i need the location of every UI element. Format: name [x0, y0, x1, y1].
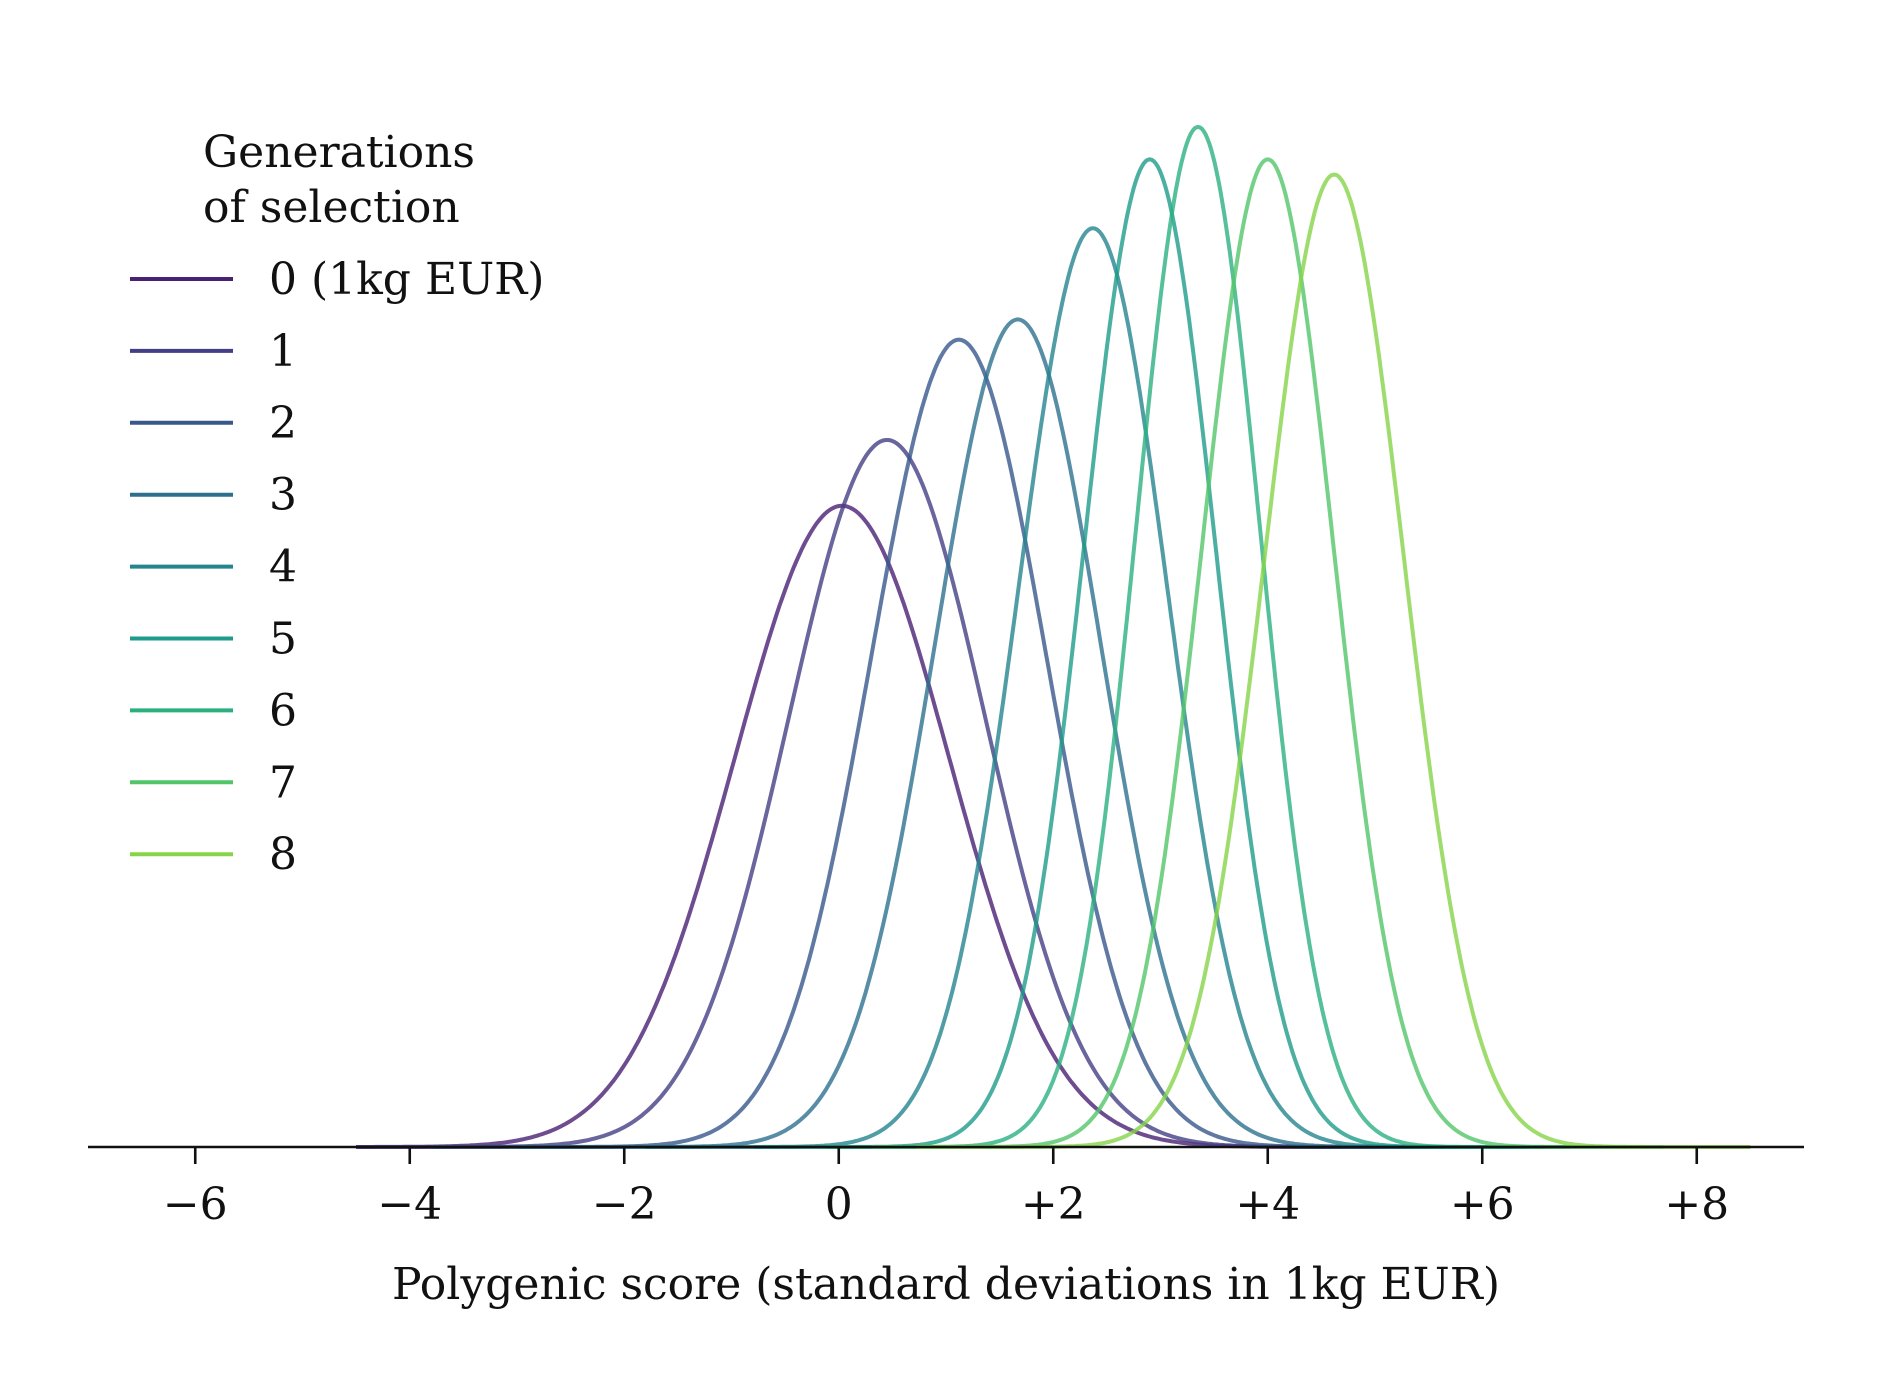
x-tick-label: +6 — [1450, 1179, 1515, 1230]
x-tick-label: −2 — [592, 1179, 657, 1230]
x-tick-label: −6 — [163, 1179, 228, 1230]
legend: Generations of selection 0 (1kg EUR) 1 2 3 4… — [130, 127, 544, 880]
legend-label-2: 2 — [269, 398, 297, 449]
legend-label-8: 8 — [269, 829, 297, 880]
legend-label-4: 4 — [269, 542, 297, 593]
legend-title-line-1: Generations — [203, 127, 475, 178]
series-curve-3 — [519, 317, 1517, 1149]
x-tick-label: +2 — [1021, 1179, 1086, 1230]
legend-label-6: 6 — [269, 685, 297, 736]
series-curve-7 — [872, 157, 1664, 1149]
legend-label-0: 0 (1kg EUR) — [269, 254, 544, 305]
legend-label-5: 5 — [269, 614, 297, 665]
series-curve-1 — [356, 438, 1478, 1149]
x-axis-ticks: −6 −4 −2 0 +2 +4 +6 +8 — [163, 1147, 1729, 1230]
x-axis-label: Polygenic score (standard deviations in … — [392, 1259, 1500, 1310]
x-tick-label: +8 — [1664, 1179, 1729, 1230]
x-tick-label: −4 — [377, 1179, 442, 1230]
x-tick-label: +4 — [1235, 1179, 1300, 1230]
series-curve-0 — [356, 503, 1486, 1149]
series-curve-4 — [645, 226, 1541, 1149]
legend-label-1: 1 — [269, 326, 297, 377]
legend-entries: 0 (1kg EUR) 1 2 3 4 5 6 7 8 — [130, 254, 544, 880]
series-curve-8 — [916, 172, 1751, 1149]
legend-title-line-2: of selection — [203, 182, 460, 233]
legend-label-7: 7 — [269, 757, 297, 808]
legend-label-3: 3 — [269, 470, 297, 521]
x-tick-label: 0 — [825, 1179, 853, 1230]
density-curves — [356, 124, 1751, 1149]
